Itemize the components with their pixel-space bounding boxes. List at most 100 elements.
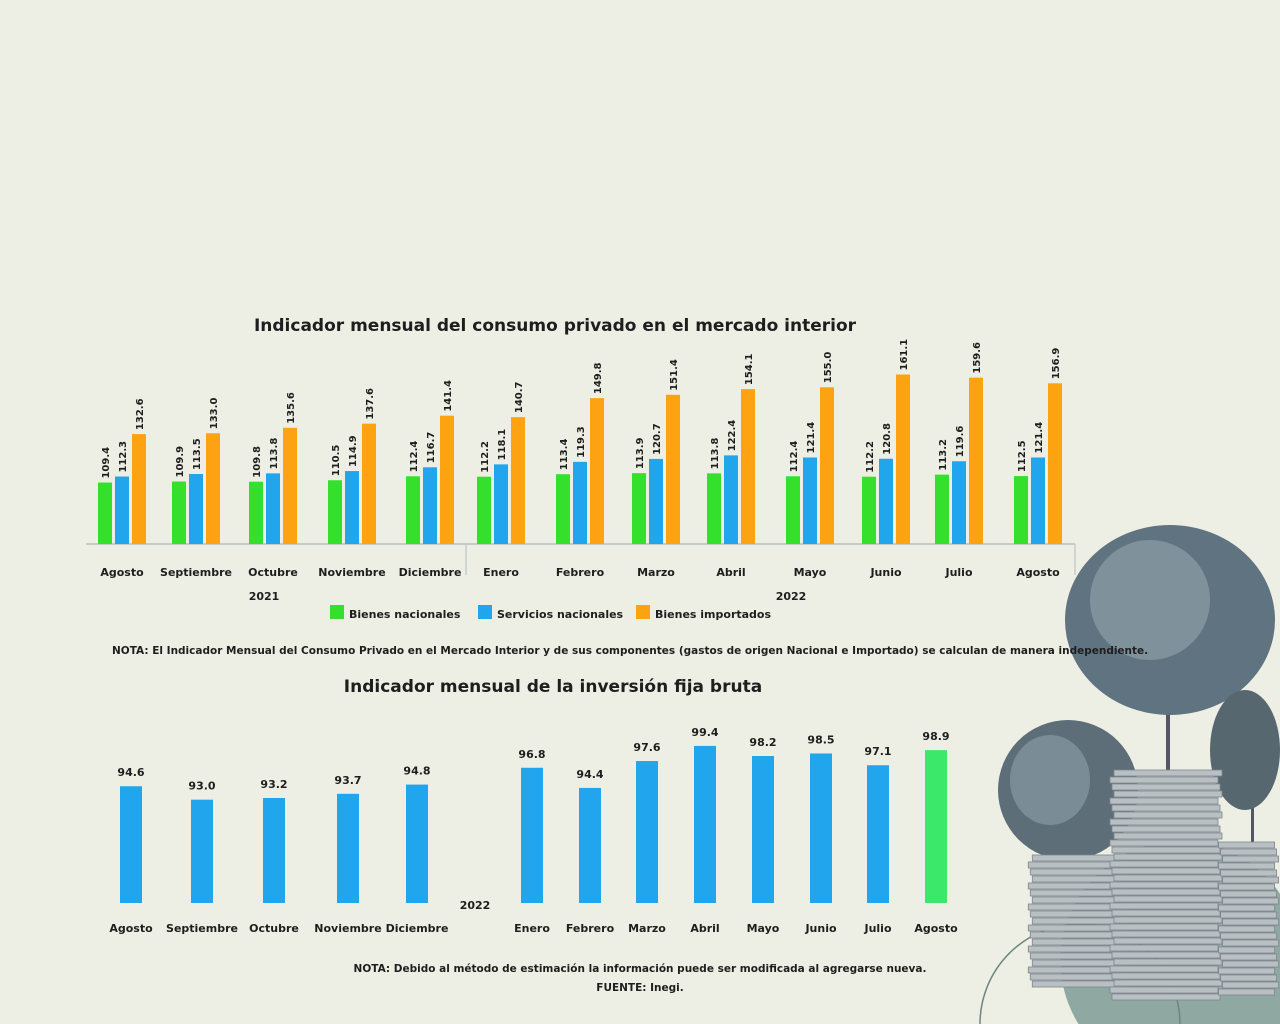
- bar-value-label: 112.2: [480, 441, 491, 473]
- bar-value-label: 151.4: [669, 359, 680, 391]
- bar-value-label: 140.7: [514, 381, 525, 413]
- bar-value-label: 149.8: [593, 362, 604, 394]
- bar-inversion: [810, 753, 832, 903]
- bar-inversion: [694, 745, 716, 903]
- x-tick-label: Noviembre: [314, 922, 381, 935]
- bar-value-label: 120.8: [882, 423, 893, 455]
- bar-value-label: 120.7: [652, 423, 663, 455]
- bar-value-label: 109.4: [101, 447, 112, 479]
- bar-value-label: 112.5: [1017, 440, 1028, 472]
- bar-value-label: 114.9: [348, 435, 359, 467]
- bar-value-label: 135.6: [286, 392, 297, 424]
- bar-bienes-nacionales: [786, 476, 800, 544]
- bar-bienes-nacionales: [477, 476, 491, 544]
- x-tick-label: Agosto: [109, 922, 153, 935]
- year-label-2021: 2021: [249, 590, 280, 603]
- bar-inversion: [521, 767, 543, 903]
- bar-bienes-nacionales: [1014, 476, 1028, 544]
- bar-value-label: 113.8: [269, 438, 280, 470]
- x-tick-label: Julio: [863, 922, 891, 935]
- bar-bienes-nacionales: [406, 476, 420, 544]
- bar-value-label: 110.5: [331, 445, 342, 477]
- bar-bienes-importados: [206, 433, 220, 544]
- bar-servicios-nacionales: [573, 461, 587, 544]
- tree-left-icon: [998, 720, 1138, 860]
- bar-value-label: 97.6: [633, 741, 660, 754]
- bar-inversion: [636, 761, 658, 903]
- bar-servicios-nacionales: [724, 455, 738, 544]
- bar-servicios-nacionales: [494, 464, 508, 544]
- x-tick-label: Febrero: [556, 566, 605, 579]
- bar-servicios-nacionales: [879, 458, 893, 544]
- chart1-title: Indicador mensual del consumo privado en…: [254, 316, 857, 336]
- bar-value-label: 94.8: [403, 765, 430, 778]
- bar-bienes-importados: [132, 434, 146, 544]
- bar-bienes-nacionales: [249, 481, 263, 544]
- bar-value-label: 96.8: [518, 748, 545, 761]
- bar-value-label: 113.9: [635, 437, 646, 469]
- bar-bienes-nacionales: [328, 480, 342, 544]
- x-tick-label: Junio: [804, 922, 837, 935]
- bar-value-label: 122.4: [727, 420, 738, 452]
- bar-inversion: [337, 793, 359, 903]
- bar-servicios-nacionales: [189, 473, 203, 544]
- bar-value-label: 98.9: [922, 730, 949, 743]
- bar-bienes-nacionales: [632, 473, 646, 544]
- x-tick-label: Diciembre: [399, 566, 462, 579]
- x-tick-label: Agosto: [1016, 566, 1060, 579]
- bar-value-label: 93.0: [188, 780, 215, 793]
- x-tick-label: Octubre: [249, 922, 299, 935]
- bar-bienes-nacionales: [98, 482, 112, 544]
- bar-inversion: [263, 798, 285, 903]
- x-tick-label: Febrero: [566, 922, 615, 935]
- bar-bienes-nacionales: [935, 474, 949, 544]
- x-tick-label: Agosto: [914, 922, 958, 935]
- bar-bienes-importados: [896, 374, 910, 544]
- bar-bienes-importados: [741, 389, 755, 544]
- bar-bienes-nacionales: [707, 473, 721, 544]
- bar-value-label: 155.0: [823, 352, 834, 384]
- x-tick-label: Septiembre: [160, 566, 232, 579]
- x-tick-label: Octubre: [248, 566, 298, 579]
- bar-inversion: [752, 756, 774, 903]
- bar-value-label: 112.4: [789, 441, 800, 473]
- bar-servicios-nacionales: [1031, 457, 1045, 544]
- bar-bienes-importados: [440, 415, 454, 544]
- bar-bienes-importados: [820, 387, 834, 544]
- bar-value-label: 98.2: [749, 736, 776, 749]
- bar-value-label: 133.0: [209, 398, 220, 430]
- x-tick-label: Abril: [690, 922, 719, 935]
- legend-label-bienes-importados: Bienes importados: [655, 608, 771, 621]
- bar-value-label: 99.4: [691, 726, 718, 739]
- bar-value-label: 137.6: [365, 388, 376, 420]
- x-tick-label: Junio: [869, 566, 902, 579]
- bar-inversion: [191, 799, 213, 903]
- x-tick-label: Septiembre: [166, 922, 238, 935]
- x-tick-label: Diciembre: [386, 922, 449, 935]
- bar-servicios-nacionales: [115, 476, 129, 544]
- bar-servicios-nacionales: [803, 457, 817, 544]
- bar-value-label: 156.9: [1051, 348, 1062, 380]
- bar-value-label: 118.1: [497, 429, 508, 461]
- bar-inversion: [579, 787, 601, 903]
- bar-bienes-nacionales: [172, 481, 186, 544]
- tree-center-icon: [1065, 525, 1275, 775]
- bar-value-label: 113.4: [559, 439, 570, 471]
- year-label-2022: 2022: [460, 899, 491, 912]
- bar-servicios-nacionales: [649, 458, 663, 544]
- x-tick-label: Julio: [944, 566, 972, 579]
- chart2-note: NOTA: Debido al método de estimación la …: [354, 963, 927, 975]
- bar-value-label: 119.3: [576, 426, 587, 458]
- bar-bienes-importados: [969, 377, 983, 544]
- chart1-note: NOTA: El Indicador Mensual del Consumo P…: [112, 645, 1148, 657]
- bar-bienes-importados: [1048, 383, 1062, 544]
- legend-swatch-servicios-nacionales: [478, 605, 492, 619]
- bar-bienes-importados: [362, 423, 376, 544]
- coin-stacks-icon: [1027, 769, 1279, 1001]
- bar-value-label: 93.7: [334, 774, 361, 787]
- bar-value-label: 112.2: [865, 441, 876, 473]
- bar-bienes-nacionales: [556, 474, 570, 544]
- bar-servicios-nacionales: [345, 471, 359, 544]
- bar-value-label: 109.8: [252, 446, 263, 478]
